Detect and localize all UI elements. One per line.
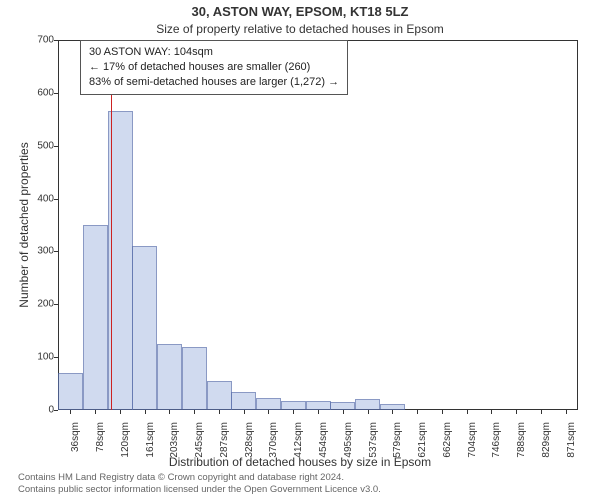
y-tick-mark	[54, 146, 58, 147]
x-tick-mark	[318, 410, 319, 414]
x-tick-mark	[392, 410, 393, 414]
x-tick-mark	[268, 410, 269, 414]
y-tick-label: 100	[37, 352, 54, 363]
x-tick-mark	[293, 410, 294, 414]
x-tick-mark	[244, 410, 245, 414]
histogram-bar	[281, 401, 306, 411]
y-tick-mark	[54, 251, 58, 252]
x-tick-mark	[467, 410, 468, 414]
x-tick-label: 203sqm	[169, 422, 180, 458]
footer-line-2: Contains public sector information licen…	[18, 484, 381, 496]
page-title: 30, ASTON WAY, EPSOM, KT18 5LZ	[0, 4, 600, 19]
annotation-box: 30 ASTON WAY: 104sqm ← 17% of detached h…	[80, 40, 348, 95]
y-tick-label: 200	[37, 299, 54, 310]
y-tick-mark	[54, 410, 58, 411]
x-tick-label: 662sqm	[442, 422, 453, 458]
x-tick-label: 328sqm	[244, 422, 255, 458]
histogram-bar	[355, 399, 380, 410]
chart-plot-area: 010020030040050060070036sqm78sqm120sqm16…	[58, 40, 578, 410]
x-tick-label: 245sqm	[194, 422, 205, 458]
y-tick-mark	[54, 93, 58, 94]
x-tick-label: 370sqm	[268, 422, 279, 458]
footer-credits: Contains HM Land Registry data © Crown c…	[18, 472, 381, 496]
x-tick-label: 36sqm	[70, 422, 81, 452]
x-tick-mark	[516, 410, 517, 414]
y-tick-mark	[54, 40, 58, 41]
histogram-bar	[306, 401, 331, 411]
x-tick-label: 287sqm	[219, 422, 230, 458]
x-tick-mark	[194, 410, 195, 414]
x-tick-label: 161sqm	[145, 422, 156, 458]
x-tick-mark	[120, 410, 121, 414]
histogram-bar	[83, 225, 108, 410]
x-tick-mark	[70, 410, 71, 414]
x-axis-label: Distribution of detached houses by size …	[0, 455, 600, 469]
y-axis-label-text: Number of detached properties	[17, 142, 31, 307]
x-tick-label: 621sqm	[417, 422, 428, 458]
x-tick-mark	[145, 410, 146, 414]
x-tick-label: 412sqm	[293, 422, 304, 458]
y-tick-label: 400	[37, 193, 54, 204]
chart-bars-layer	[58, 40, 578, 410]
y-tick-label: 700	[37, 35, 54, 46]
x-tick-mark	[491, 410, 492, 414]
page-subtitle: Size of property relative to detached ho…	[0, 22, 600, 36]
histogram-bar	[182, 347, 207, 410]
x-tick-mark	[541, 410, 542, 414]
x-tick-label: 537sqm	[368, 422, 379, 458]
x-tick-mark	[368, 410, 369, 414]
histogram-bar	[132, 246, 157, 410]
y-tick-mark	[54, 199, 58, 200]
y-tick-mark	[54, 304, 58, 305]
annotation-line-1: 30 ASTON WAY: 104sqm	[89, 45, 339, 60]
histogram-bar	[256, 398, 281, 410]
x-tick-label: 78sqm	[95, 422, 106, 452]
y-tick-label: 500	[37, 140, 54, 151]
x-tick-mark	[343, 410, 344, 414]
x-tick-mark	[219, 410, 220, 414]
x-tick-label: 495sqm	[343, 422, 354, 458]
x-tick-mark	[442, 410, 443, 414]
y-axis-label: Number of detached properties	[14, 40, 28, 410]
histogram-bar	[231, 392, 256, 411]
annotation-line-3: 83% of semi-detached houses are larger (…	[89, 75, 339, 90]
y-tick-label: 600	[37, 87, 54, 98]
x-tick-label: 871sqm	[566, 422, 577, 458]
x-tick-label: 704sqm	[467, 422, 478, 458]
x-tick-mark	[566, 410, 567, 414]
x-tick-label: 454sqm	[318, 422, 329, 458]
histogram-bar	[157, 344, 182, 410]
histogram-bar	[207, 381, 232, 410]
x-tick-mark	[169, 410, 170, 414]
x-tick-label: 788sqm	[516, 422, 527, 458]
x-tick-label: 120sqm	[120, 422, 131, 458]
x-tick-label: 829sqm	[541, 422, 552, 458]
reference-line	[111, 40, 112, 410]
footer-line-1: Contains HM Land Registry data © Crown c…	[18, 472, 381, 484]
x-tick-label: 746sqm	[491, 422, 502, 458]
histogram-bar	[58, 373, 83, 410]
x-tick-mark	[95, 410, 96, 414]
x-tick-label: 579sqm	[392, 422, 403, 458]
histogram-bar	[330, 402, 355, 410]
y-tick-label: 300	[37, 246, 54, 257]
x-tick-mark	[417, 410, 418, 414]
y-tick-mark	[54, 357, 58, 358]
annotation-line-2: ← 17% of detached houses are smaller (26…	[89, 60, 339, 75]
